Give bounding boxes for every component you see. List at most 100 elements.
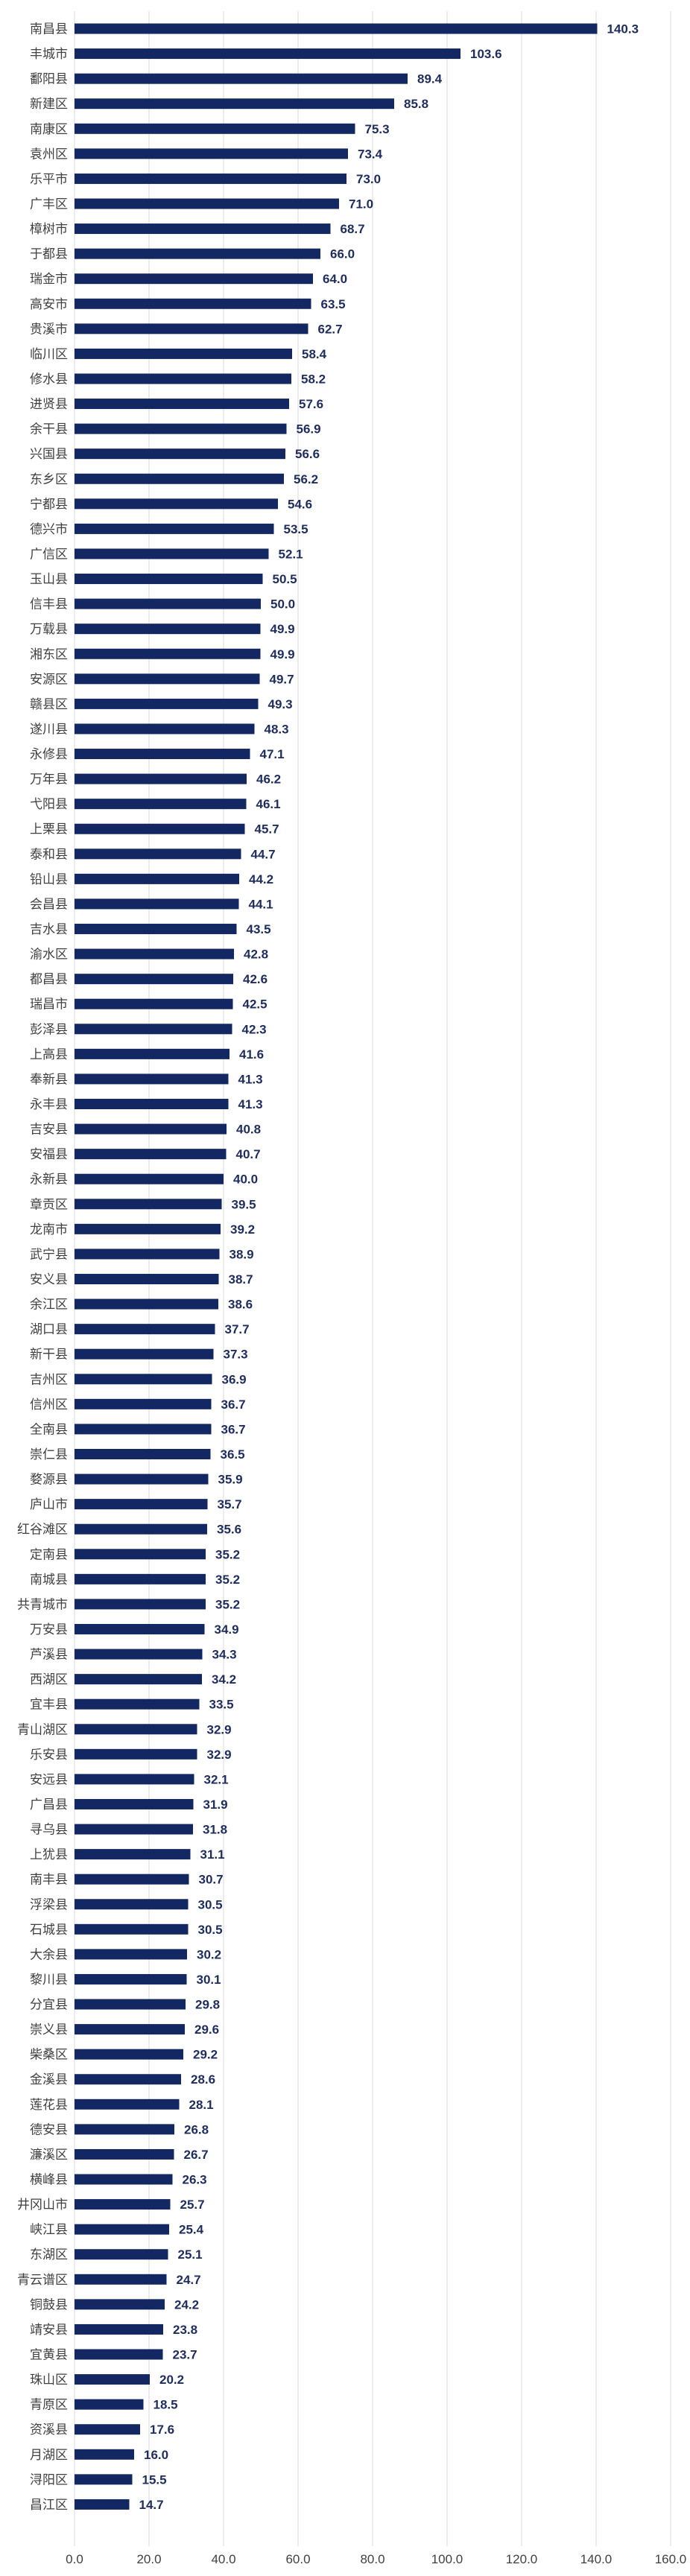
bar <box>75 1448 211 1459</box>
bar <box>75 1774 194 1785</box>
bar <box>75 1374 212 1385</box>
value-label: 24.7 <box>177 2273 201 2287</box>
bar <box>75 2449 134 2460</box>
category-label: 庐山市 <box>30 1497 68 1512</box>
value-label: 44.2 <box>249 872 273 886</box>
category-label: 会昌县 <box>30 897 68 912</box>
category-label: 吉州区 <box>30 1372 68 1387</box>
category-label: 瑞金市 <box>30 272 68 287</box>
value-label: 29.8 <box>195 1998 220 2012</box>
category-label: 井冈山市 <box>17 2198 68 2212</box>
category-label: 永丰县 <box>30 1097 68 1112</box>
value-label: 36.7 <box>221 1422 246 1436</box>
category-label: 大余县 <box>30 1947 68 1962</box>
value-label: 39.2 <box>230 1222 255 1237</box>
value-label: 36.9 <box>222 1372 247 1386</box>
bar <box>75 898 239 910</box>
bar <box>75 173 346 184</box>
category-label: 分宜县 <box>30 1998 68 2013</box>
bar <box>75 2199 171 2210</box>
bar <box>75 2349 163 2360</box>
x-tick-label: 80.0 <box>360 2552 384 2566</box>
value-label: 30.2 <box>197 1947 221 1961</box>
value-label: 50.5 <box>273 572 297 586</box>
category-label: 广昌县 <box>30 1798 68 1812</box>
bar <box>75 73 408 84</box>
category-label: 南城县 <box>30 1573 68 1587</box>
value-label: 64.0 <box>323 272 347 286</box>
category-label: 彭泽县 <box>30 1022 68 1037</box>
value-label: 57.6 <box>299 397 323 411</box>
bar <box>75 2074 181 2085</box>
value-label: 73.4 <box>358 147 383 161</box>
x-tick-label: 160.0 <box>655 2552 687 2566</box>
value-label: 35.6 <box>217 1523 241 1537</box>
category-label: 濂溪区 <box>30 2148 68 2163</box>
value-label: 18.5 <box>153 2398 178 2412</box>
value-label: 25.4 <box>179 2223 204 2237</box>
category-label: 崇义县 <box>30 2023 68 2037</box>
category-label: 龙南市 <box>30 1222 68 1237</box>
value-label: 75.3 <box>365 122 390 136</box>
bar <box>75 648 261 659</box>
category-label: 进贤县 <box>30 397 68 412</box>
category-label: 珠山区 <box>30 2373 68 2388</box>
bar <box>75 423 287 434</box>
bar <box>75 298 311 309</box>
bar <box>75 373 291 384</box>
category-label: 永新县 <box>30 1173 68 1187</box>
value-label: 34.2 <box>212 1672 236 1687</box>
bar <box>75 248 320 259</box>
value-label: 42.3 <box>242 1022 267 1036</box>
value-label: 28.6 <box>191 2072 215 2087</box>
bar <box>75 2274 167 2285</box>
value-label: 32.1 <box>204 1772 229 1786</box>
value-label: 29.2 <box>193 2048 218 2062</box>
category-label: 崇仁县 <box>30 1447 68 1462</box>
value-label: 44.7 <box>251 847 276 861</box>
value-label: 32.9 <box>207 1748 232 1762</box>
value-label: 41.3 <box>238 1072 263 1086</box>
category-label: 瑞昌市 <box>30 997 68 1012</box>
category-label: 柴桑区 <box>30 2048 68 2063</box>
value-label: 49.9 <box>270 622 295 636</box>
value-label: 50.0 <box>270 597 295 612</box>
bar <box>75 348 292 359</box>
value-label: 35.2 <box>215 1547 240 1561</box>
x-tick-label: 140.0 <box>580 2552 613 2566</box>
category-label: 信丰县 <box>30 597 68 612</box>
value-label: 25.1 <box>178 2247 203 2262</box>
category-label: 莲花县 <box>30 2098 68 2113</box>
bar <box>75 2474 133 2485</box>
value-label: 26.3 <box>183 2173 207 2187</box>
bar <box>75 23 598 34</box>
category-label: 共青城市 <box>17 1597 68 1612</box>
category-label: 贵溪市 <box>30 322 68 337</box>
category-label: 鄱阳县 <box>30 72 68 87</box>
value-label: 43.5 <box>247 922 271 936</box>
x-tick-label: 0.0 <box>66 2552 83 2566</box>
category-label: 安义县 <box>30 1272 68 1287</box>
category-label: 青山湖区 <box>17 1722 68 1737</box>
value-label: 16.0 <box>144 2448 168 2462</box>
category-label: 红谷滩区 <box>17 1523 68 1538</box>
bar <box>75 1324 215 1335</box>
category-label: 乐安县 <box>30 1748 68 1763</box>
value-label: 37.7 <box>225 1322 250 1336</box>
category-label: 横峰县 <box>30 2173 68 2188</box>
value-label: 66.0 <box>330 247 355 261</box>
bar <box>75 1274 219 1284</box>
bar <box>75 2299 165 2310</box>
x-tick-label: 100.0 <box>431 2552 463 2566</box>
category-label: 金溪县 <box>30 2072 68 2087</box>
bar <box>75 974 233 985</box>
category-label: 上高县 <box>30 1047 68 1062</box>
value-label: 48.3 <box>265 722 289 736</box>
category-label: 南丰县 <box>30 1873 68 1888</box>
category-label: 赣县区 <box>30 697 68 712</box>
bar <box>75 1473 209 1485</box>
value-label: 35.2 <box>215 1573 240 1587</box>
bar <box>75 273 313 285</box>
bar <box>75 223 331 235</box>
